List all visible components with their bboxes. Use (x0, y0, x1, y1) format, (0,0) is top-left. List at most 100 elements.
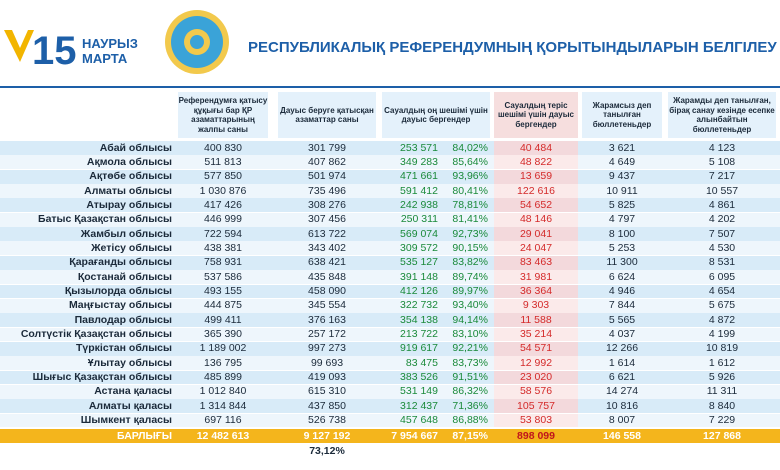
cell: 638 421 (308, 256, 346, 269)
cell: 376 163 (308, 313, 346, 326)
cell: 446 999 (204, 213, 242, 226)
cell: 48 822 (519, 155, 553, 168)
cell: 24 047 (519, 241, 553, 254)
emblem (190, 35, 204, 49)
total-cell: 127 868 (703, 430, 741, 442)
cell: 85,64% (452, 155, 488, 168)
negative-col-bg (494, 341, 578, 356)
row-bg (0, 284, 780, 299)
cell: 383 526 (400, 371, 438, 384)
cell: 14 274 (605, 385, 639, 398)
cell: 136 795 (204, 356, 242, 369)
cell: 89,74% (452, 270, 488, 283)
cell: 6 624 (608, 270, 636, 283)
region-name: Шығыс Қазақстан облысы (32, 371, 172, 384)
cell: 1 314 844 (199, 399, 247, 412)
cell: 1 612 (708, 356, 736, 369)
cell: 501 974 (308, 170, 346, 183)
cell: 83 475 (405, 356, 438, 369)
cell: 307 456 (308, 213, 346, 226)
region-name: Абай облысы (99, 141, 172, 154)
negative-col-bg (494, 141, 578, 155)
row-bg (0, 384, 780, 399)
cell: 1 012 840 (199, 385, 247, 398)
cell: 6 095 (708, 270, 736, 283)
region-name: Атырау облысы (86, 198, 172, 211)
total-cell: 7 954 667 (391, 430, 438, 442)
logo-mark (4, 30, 34, 62)
cell: 78,81% (452, 198, 488, 211)
cell: 499 411 (204, 313, 242, 326)
cell: 391 148 (400, 270, 438, 283)
cell: 48 146 (519, 213, 553, 226)
total-cell: 87,15% (452, 430, 488, 442)
cell: 735 496 (308, 184, 346, 197)
cell: 8 007 (608, 414, 636, 427)
cell: 92,73% (452, 227, 488, 240)
cell: 86,32% (452, 385, 488, 398)
cell: 3 621 (608, 141, 636, 154)
cell: 11 311 (706, 385, 738, 398)
cell: 9 303 (522, 299, 550, 312)
cell: 722 594 (204, 227, 242, 240)
region-name: Шымкент қаласы (80, 414, 172, 427)
cell: 511 813 (204, 155, 242, 168)
cell: 4 123 (708, 141, 736, 154)
cell: 10 816 (605, 399, 639, 412)
cell: 92,21% (452, 342, 488, 355)
cell: 23 020 (519, 371, 553, 384)
row-bg (0, 241, 780, 256)
cell: 493 155 (204, 285, 242, 297)
cell: 40 484 (519, 141, 553, 154)
cell: 365 390 (204, 328, 242, 341)
region-name: Ақтөбе облысы (89, 170, 172, 183)
negative-col-bg (494, 327, 578, 342)
negative-col-bg (494, 270, 578, 284)
cell: 4 199 (708, 328, 736, 341)
row-bg (0, 341, 780, 356)
cell: 71,36% (452, 399, 488, 412)
cell: 5 565 (608, 313, 636, 326)
cell: 308 276 (308, 198, 346, 211)
cell: 4 649 (608, 155, 636, 168)
cell: 12 992 (519, 356, 553, 369)
negative-col-bg (494, 227, 578, 241)
negative-col-bg (494, 184, 578, 198)
cell: 11 300 (606, 256, 638, 269)
cell: 89,97% (452, 285, 488, 297)
cell: 10 819 (705, 342, 739, 355)
negative-col-bg (494, 169, 578, 184)
cell: 7 844 (608, 299, 636, 312)
region-name: Қостанай облысы (77, 270, 172, 283)
cell: 4 872 (708, 313, 736, 326)
row-bg (0, 327, 780, 342)
total-cell: 12 482 613 (196, 430, 250, 442)
cell: 94,14% (452, 313, 488, 326)
column-header: Дауыс беруге қатысқан азаматтар саны (278, 92, 376, 138)
cell: 8 840 (708, 399, 736, 412)
cell: 5 253 (608, 241, 636, 254)
row-bg (0, 298, 780, 313)
negative-col-bg (494, 155, 578, 170)
cell: 354 138 (400, 313, 438, 326)
cell: 5 108 (708, 155, 736, 168)
cell: 93,40% (452, 299, 488, 312)
negative-col-bg (494, 384, 578, 399)
region-name: Павлодар облысы (74, 313, 172, 326)
row-bg (0, 370, 780, 385)
cell: 457 648 (400, 414, 438, 427)
row-bg (0, 141, 780, 155)
negative-col-bg (494, 241, 578, 256)
cell: 83 463 (519, 256, 553, 269)
cell: 54 571 (519, 342, 553, 355)
negative-col-bg (494, 370, 578, 385)
cell: 84,02% (452, 141, 488, 154)
cell: 81,41% (452, 213, 488, 226)
cell: 54 652 (519, 198, 553, 211)
cell: 36 364 (519, 285, 553, 297)
cell: 4 654 (708, 285, 736, 297)
negative-col-bg (494, 399, 578, 414)
negative-col-bg (494, 413, 578, 428)
row-bg (0, 270, 780, 284)
cell: 5 825 (608, 198, 636, 211)
